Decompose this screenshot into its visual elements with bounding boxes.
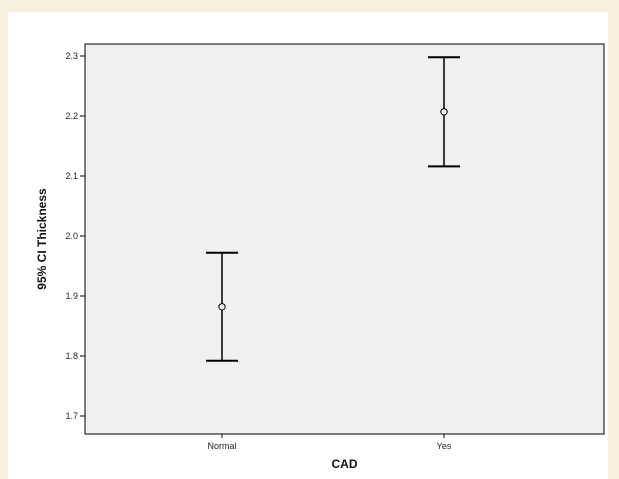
x-tick-label: Normal (207, 441, 236, 451)
error-bars (206, 56, 460, 362)
y-tick-label: 1.7 (65, 411, 78, 421)
y-axis-label: 95% CI Thickness (35, 188, 49, 290)
y-tick-label: 2.1 (65, 171, 78, 181)
x-tick-label: Yes (437, 441, 452, 451)
chart-frame: 1.7 1.8 1.9 2.0 2.1 2.2 2.3 Normal Yes 95% CI T… (8, 12, 608, 479)
y-tick-label: 2.0 (65, 231, 78, 241)
plot-area (84, 43, 605, 435)
x-axis: Normal Yes (207, 434, 452, 451)
y-tick-label: 2.2 (65, 111, 78, 121)
mean-point (218, 303, 226, 311)
y-tick-label: 2.3 (65, 51, 78, 61)
error-bar-chart: 1.7 1.8 1.9 2.0 2.1 2.2 2.3 Normal Yes 95% CI T… (35, 43, 605, 471)
x-axis-label: CAD (332, 457, 358, 471)
y-tick-label: 1.9 (65, 291, 78, 301)
mean-point (440, 108, 448, 116)
y-axis: 1.7 1.8 1.9 2.0 2.1 2.2 2.3 (65, 51, 85, 421)
y-tick-label: 1.8 (65, 351, 78, 361)
